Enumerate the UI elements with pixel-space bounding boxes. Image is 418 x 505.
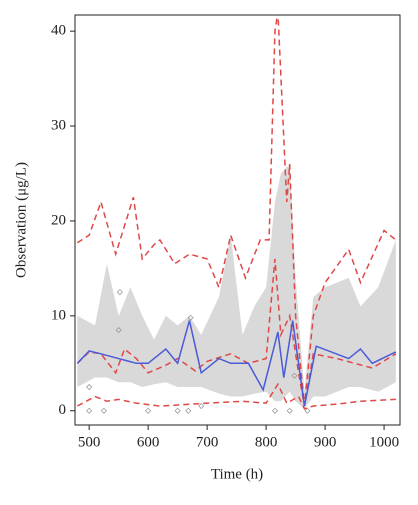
percentile-line <box>77 382 396 410</box>
y-tick-label: 30 <box>51 117 66 133</box>
observation-point <box>185 407 192 414</box>
observation-point <box>86 407 93 414</box>
x-tick-label: 800 <box>255 434 278 450</box>
observation-point <box>286 407 293 414</box>
x-axis-label: Time (h) <box>211 466 263 482</box>
observation-point <box>115 327 122 334</box>
plot-frame <box>74 14 401 426</box>
y-tick-label: 20 <box>51 212 66 228</box>
observation-point <box>116 289 123 296</box>
y-tick-label: 10 <box>51 307 66 323</box>
x-tick-label: 600 <box>137 434 160 450</box>
observation-point <box>174 407 181 414</box>
observation-point <box>198 402 205 410</box>
observation-point <box>291 372 298 379</box>
observation-point <box>187 314 194 321</box>
observation-point <box>145 407 152 414</box>
percentile-line <box>76 258 397 407</box>
x-tick-label: 500 <box>78 434 101 450</box>
y-tick-label: 0 <box>59 402 67 418</box>
x-tick-label: 700 <box>196 434 219 450</box>
y-tick-label: 40 <box>51 23 66 39</box>
y-axis-label: Observation (μg/L) <box>13 162 29 278</box>
observation-point <box>100 407 107 414</box>
median-line <box>76 320 397 407</box>
x-tick-label: 1000 <box>369 434 399 450</box>
percentile-line <box>76 15 397 407</box>
observation-point <box>86 383 93 391</box>
prediction-band <box>77 164 396 409</box>
observation-point <box>271 407 279 414</box>
x-tick-label: 900 <box>314 434 337 450</box>
observation-point <box>304 407 311 414</box>
